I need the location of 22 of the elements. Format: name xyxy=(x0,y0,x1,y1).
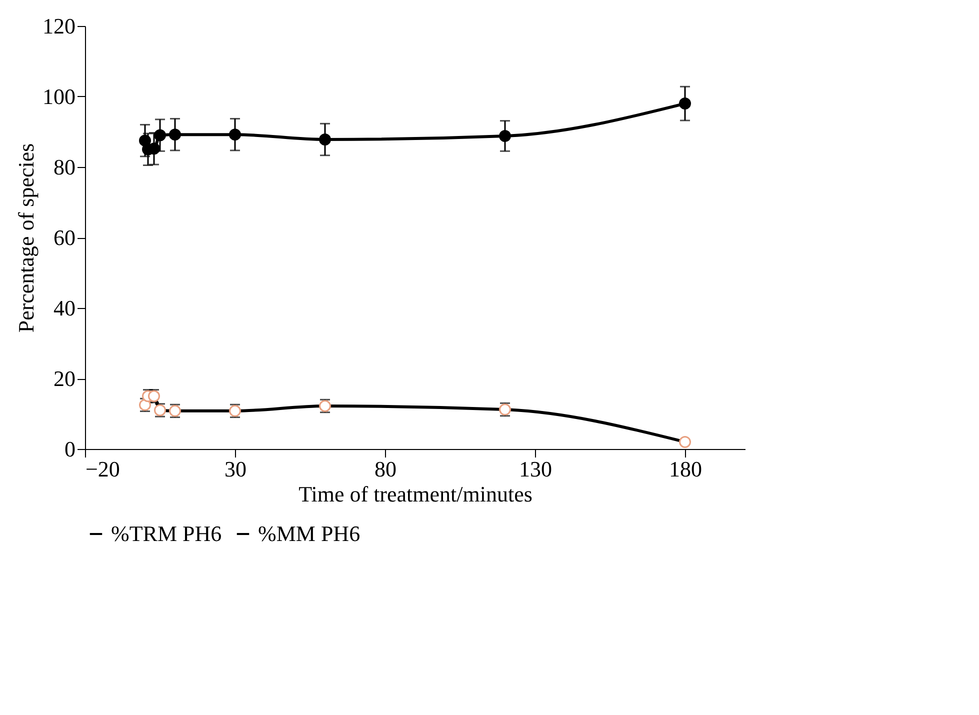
y-tick-label: 0 xyxy=(64,436,76,462)
x-tick-label: 80 xyxy=(374,456,396,482)
point xyxy=(319,134,331,146)
x-tick-label: −20 xyxy=(86,456,120,482)
legend-label: %MM PH6 xyxy=(258,521,360,546)
y-axis-title: Percentage of species xyxy=(14,143,38,333)
point xyxy=(154,129,166,142)
x-tick-label: 130 xyxy=(519,456,552,482)
point xyxy=(499,130,511,142)
x-tick-label: 180 xyxy=(669,456,702,482)
x-axis-title: Time of treatment/minutes xyxy=(298,482,532,506)
y-tick-label: 120 xyxy=(42,14,76,38)
x-tick-label: 30 xyxy=(224,456,246,482)
y-tick-label: 80 xyxy=(54,154,76,180)
y-tick-label: 20 xyxy=(54,366,76,391)
y-tick-label: 100 xyxy=(42,84,76,109)
y-tick-label: 40 xyxy=(54,296,76,320)
point xyxy=(169,128,181,141)
point xyxy=(679,98,691,110)
legend-label: %TRM PH6 xyxy=(111,521,222,546)
y-tick-label: 60 xyxy=(54,225,76,250)
point xyxy=(229,128,241,141)
